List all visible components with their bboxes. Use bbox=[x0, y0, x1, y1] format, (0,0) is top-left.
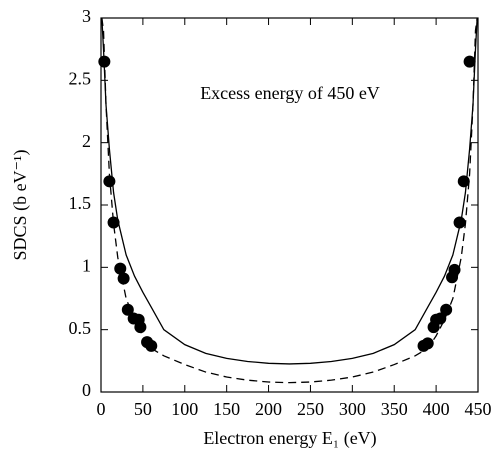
data-point bbox=[98, 55, 111, 68]
x-tick-label: 250 bbox=[297, 399, 324, 419]
y-tick-label: 0.5 bbox=[69, 318, 92, 338]
x-tick-label: 0 bbox=[97, 399, 106, 419]
annotation: Excess energy of 450 eV bbox=[200, 83, 380, 103]
dashed-line bbox=[101, 18, 478, 384]
y-tick-label: 1 bbox=[82, 255, 91, 275]
x-tick-label: 300 bbox=[339, 399, 366, 419]
data-point bbox=[434, 312, 447, 325]
data-point bbox=[457, 175, 470, 188]
x-tick-label: 50 bbox=[134, 399, 152, 419]
x-tick-label: 350 bbox=[381, 399, 408, 419]
data-point bbox=[463, 55, 476, 68]
x-axis-label: Electron energy E₁ (eV) bbox=[203, 428, 376, 449]
data-point bbox=[134, 321, 147, 334]
x-tick-label: 450 bbox=[465, 399, 492, 419]
data-point bbox=[107, 216, 120, 229]
data-point bbox=[453, 216, 466, 229]
data-point bbox=[103, 175, 116, 188]
x-tick-label: 200 bbox=[255, 399, 282, 419]
data-point bbox=[145, 339, 158, 352]
y-tick-label: 0 bbox=[82, 380, 91, 400]
data-point bbox=[440, 303, 453, 316]
data-point bbox=[121, 303, 134, 316]
data-point bbox=[448, 263, 461, 276]
x-tick-label: 150 bbox=[213, 399, 240, 419]
y-tick-label: 2.5 bbox=[69, 68, 92, 88]
plot-frame bbox=[100, 17, 479, 393]
data-point bbox=[114, 262, 127, 275]
x-tick-label: 400 bbox=[423, 399, 450, 419]
y-tick-label: 1.5 bbox=[69, 193, 92, 213]
y-tick-label: 3 bbox=[82, 6, 91, 26]
data-point bbox=[421, 337, 434, 350]
y-axis-label: SDCS (b eV⁻¹) bbox=[10, 150, 31, 261]
solid-line bbox=[101, 18, 478, 365]
x-tick-label: 100 bbox=[171, 399, 198, 419]
data-point bbox=[117, 272, 130, 285]
y-tick-label: 2 bbox=[82, 131, 91, 151]
plot-area bbox=[101, 18, 478, 384]
